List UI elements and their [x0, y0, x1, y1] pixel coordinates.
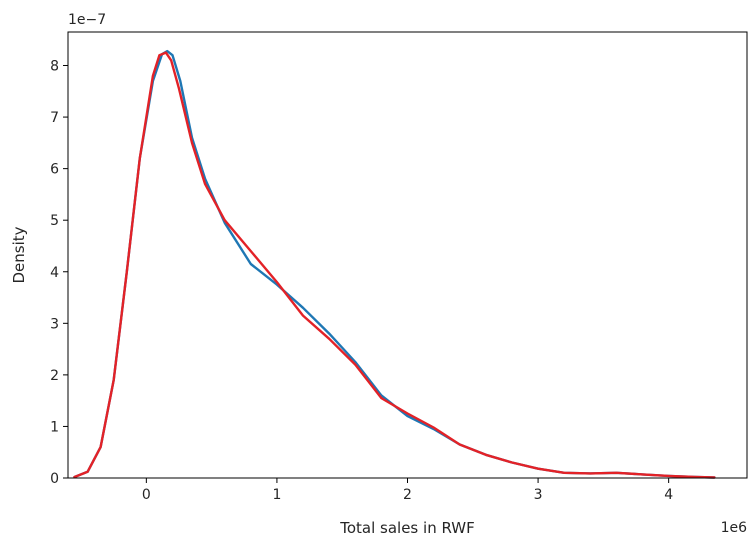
y-tick-label: 8 [50, 59, 59, 75]
series-line-2 [73, 51, 716, 479]
plot-frame [67, 31, 748, 479]
x-tick-label: 0 [142, 487, 151, 503]
y-axis-label: Density [10, 226, 28, 283]
x-axis-label: Total sales in RWF [339, 519, 475, 537]
y-tick-label: 4 [50, 265, 59, 281]
series-line-1 [73, 49, 716, 479]
y-tick-label: 0 [50, 471, 59, 487]
x-tick-label: 3 [534, 487, 543, 503]
x-tick-label: 2 [403, 487, 412, 503]
y-tick-label: 2 [50, 368, 59, 384]
y-tick-label: 6 [50, 162, 59, 178]
x-tick-label: 4 [664, 487, 673, 503]
x-tick-label: 1 [272, 487, 281, 503]
y-tick-label: 7 [50, 110, 59, 126]
y-axis: 0 1 2 3 4 5 6 7 8 [50, 59, 68, 487]
y-tick-label: 1 [50, 419, 59, 435]
x-axis: 0 1 2 3 4 [142, 478, 673, 503]
series-layer [73, 49, 716, 479]
y-axis-offset-label: 1e−7 [68, 12, 106, 28]
y-tick-label: 5 [50, 213, 59, 229]
x-axis-offset-label: 1e6 [721, 520, 748, 536]
y-tick-label: 3 [50, 316, 59, 332]
